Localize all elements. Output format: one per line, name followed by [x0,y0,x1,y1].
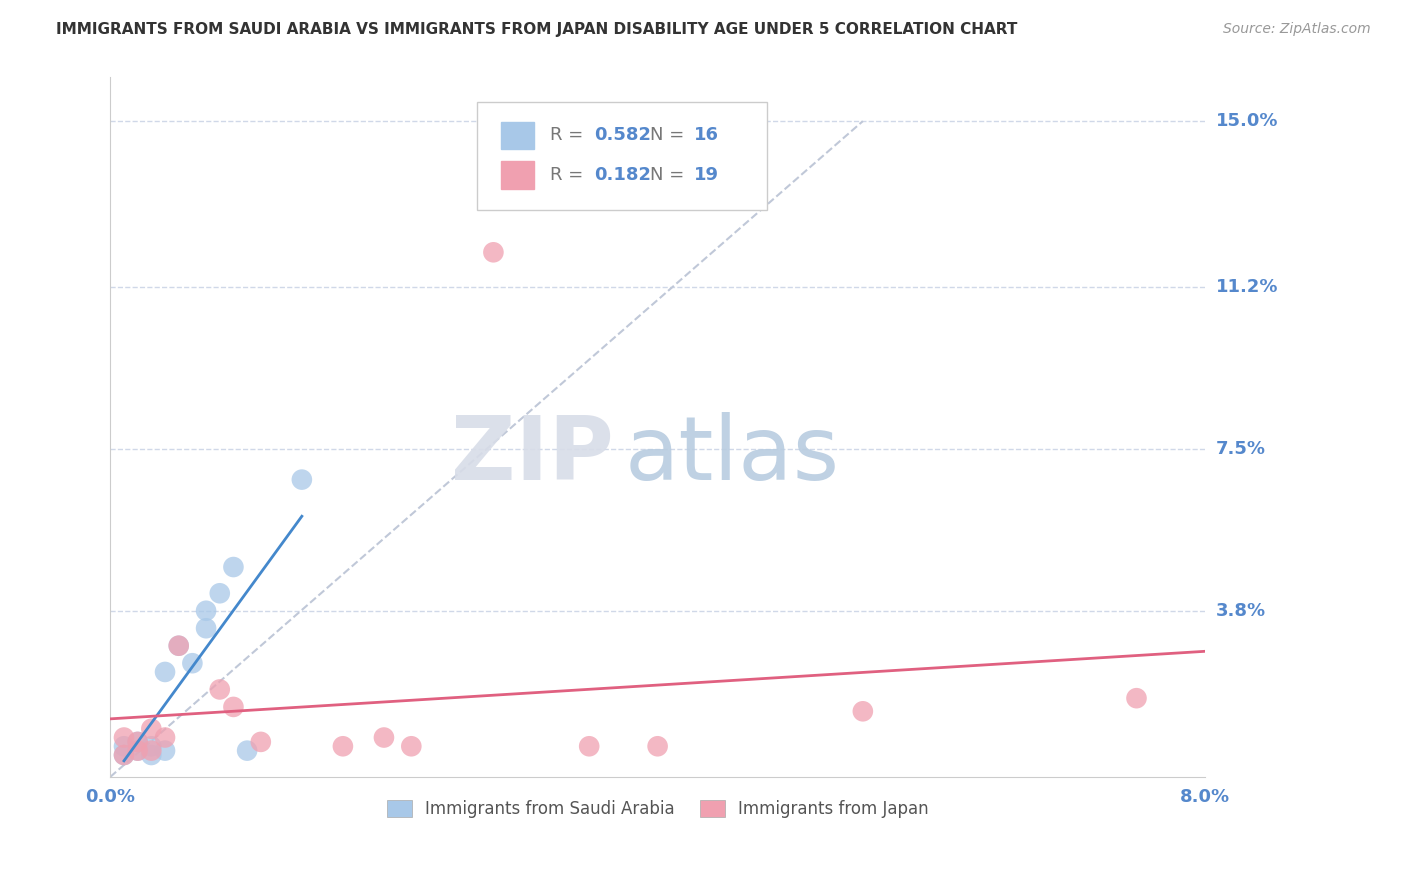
Text: atlas: atlas [624,411,839,499]
Text: N =: N = [650,127,690,145]
Text: 7.5%: 7.5% [1216,440,1265,458]
Point [482,245,505,260]
Text: 0.582: 0.582 [595,127,651,145]
Point [112,747,135,762]
Text: 16: 16 [693,127,718,145]
Point [208,682,231,697]
Text: 15.0%: 15.0% [1216,112,1278,130]
Legend: Immigrants from Saudi Arabia, Immigrants from Japan: Immigrants from Saudi Arabia, Immigrants… [380,793,935,824]
Text: ZIP: ZIP [451,411,614,499]
Point [373,731,395,745]
Point [167,639,190,653]
Text: R =: R = [550,127,589,145]
Point [127,744,149,758]
Point [112,747,135,762]
Point [141,747,163,762]
Point [236,744,259,758]
Point [222,700,245,714]
Point [153,665,176,679]
Point [401,739,423,754]
Point [167,639,190,653]
Text: R =: R = [550,167,589,185]
Point [112,739,135,754]
Point [291,473,314,487]
Bar [501,161,534,189]
Point [153,744,176,758]
Text: 11.2%: 11.2% [1216,278,1278,296]
Point [127,744,149,758]
Point [208,586,231,600]
FancyBboxPatch shape [477,102,768,211]
Point [578,739,600,754]
Point [141,722,163,736]
Point [222,560,245,574]
Point [127,735,149,749]
Text: N =: N = [650,167,690,185]
Text: 3.8%: 3.8% [1216,602,1267,620]
Text: Source: ZipAtlas.com: Source: ZipAtlas.com [1223,22,1371,37]
Point [1125,691,1147,706]
Point [141,739,163,754]
Point [141,744,163,758]
Point [852,704,875,718]
Text: 19: 19 [693,167,718,185]
Point [332,739,354,754]
Point [195,604,218,618]
Bar [501,121,534,150]
Point [181,657,204,671]
Point [647,739,669,754]
Point [249,735,271,749]
Point [195,621,218,635]
Point [127,735,149,749]
Point [153,731,176,745]
Point [112,731,135,745]
Text: 0.182: 0.182 [595,167,651,185]
Text: IMMIGRANTS FROM SAUDI ARABIA VS IMMIGRANTS FROM JAPAN DISABILITY AGE UNDER 5 COR: IMMIGRANTS FROM SAUDI ARABIA VS IMMIGRAN… [56,22,1018,37]
